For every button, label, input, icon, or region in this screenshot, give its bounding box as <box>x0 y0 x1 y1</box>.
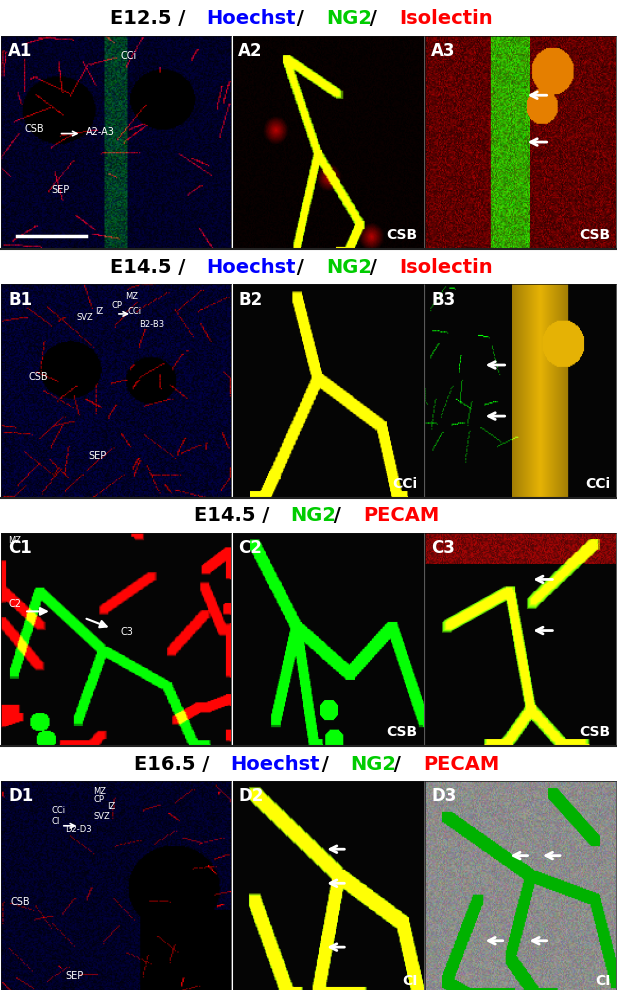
Text: CSB: CSB <box>29 372 48 382</box>
Text: E14.5 /: E14.5 / <box>194 506 276 526</box>
Text: /: / <box>326 506 347 526</box>
Text: A2-A3: A2-A3 <box>86 127 115 138</box>
Text: C3: C3 <box>120 627 133 637</box>
Text: A3: A3 <box>431 42 455 60</box>
Text: /: / <box>315 754 335 774</box>
Text: NG2: NG2 <box>326 257 373 277</box>
Text: SVZ: SVZ <box>93 813 110 822</box>
Text: B2-B3: B2-B3 <box>139 320 164 329</box>
Text: PECAM: PECAM <box>363 506 439 526</box>
Text: Isolectin: Isolectin <box>399 257 492 277</box>
Text: C3: C3 <box>431 539 455 557</box>
Text: SEP: SEP <box>88 450 107 460</box>
Text: CP: CP <box>112 301 122 310</box>
Text: C1: C1 <box>8 539 32 557</box>
Text: CSB: CSB <box>24 125 44 135</box>
Text: CCi: CCi <box>52 806 66 815</box>
Text: SEP: SEP <box>65 971 84 981</box>
Text: NG2: NG2 <box>350 754 397 774</box>
Text: Hoechst: Hoechst <box>206 257 296 277</box>
Text: /: / <box>363 257 383 277</box>
Text: CCi: CCi <box>586 476 611 491</box>
Text: SVZ: SVZ <box>77 313 94 323</box>
Text: /: / <box>363 9 383 29</box>
Text: PECAM: PECAM <box>423 754 499 774</box>
Text: CSB: CSB <box>579 725 611 740</box>
Text: B3: B3 <box>431 290 455 309</box>
Text: MZ: MZ <box>93 787 106 796</box>
Text: Hoechst: Hoechst <box>206 9 296 29</box>
Text: CI: CI <box>402 973 418 988</box>
Text: B2: B2 <box>238 290 263 309</box>
Text: IZ: IZ <box>107 802 115 811</box>
Text: D2-D3: D2-D3 <box>65 826 92 835</box>
Text: A2: A2 <box>238 42 263 60</box>
Text: D1: D1 <box>8 787 33 806</box>
Text: CI: CI <box>52 817 60 826</box>
Text: E16.5 /: E16.5 / <box>134 754 216 774</box>
Text: CSB: CSB <box>387 228 418 243</box>
Text: C2: C2 <box>238 539 262 557</box>
Text: NG2: NG2 <box>326 9 373 29</box>
Text: CSB: CSB <box>10 897 30 907</box>
Text: /: / <box>291 9 311 29</box>
Text: MZ: MZ <box>125 292 138 301</box>
Text: CCi: CCi <box>128 307 141 316</box>
Text: CCi: CCi <box>392 476 418 491</box>
Text: D2: D2 <box>238 787 263 806</box>
Text: CSB: CSB <box>387 725 418 740</box>
Text: A1: A1 <box>8 42 33 60</box>
Text: SEP: SEP <box>52 184 70 195</box>
Text: CP: CP <box>93 795 104 805</box>
Text: CSB: CSB <box>579 228 611 243</box>
Text: MZ: MZ <box>8 537 21 545</box>
Text: D3: D3 <box>431 787 457 806</box>
Text: NG2: NG2 <box>291 506 336 526</box>
Text: IZ: IZ <box>96 307 104 316</box>
Text: /: / <box>387 754 407 774</box>
Text: B1: B1 <box>8 290 32 309</box>
Text: C2: C2 <box>8 599 21 609</box>
Text: CI: CI <box>595 973 611 988</box>
Text: CCi: CCi <box>120 50 137 60</box>
Text: Hoechst: Hoechst <box>230 754 320 774</box>
Text: Isolectin: Isolectin <box>399 9 492 29</box>
Text: E14.5 /: E14.5 / <box>110 257 192 277</box>
Text: /: / <box>291 257 311 277</box>
Text: E12.5 /: E12.5 / <box>110 9 192 29</box>
